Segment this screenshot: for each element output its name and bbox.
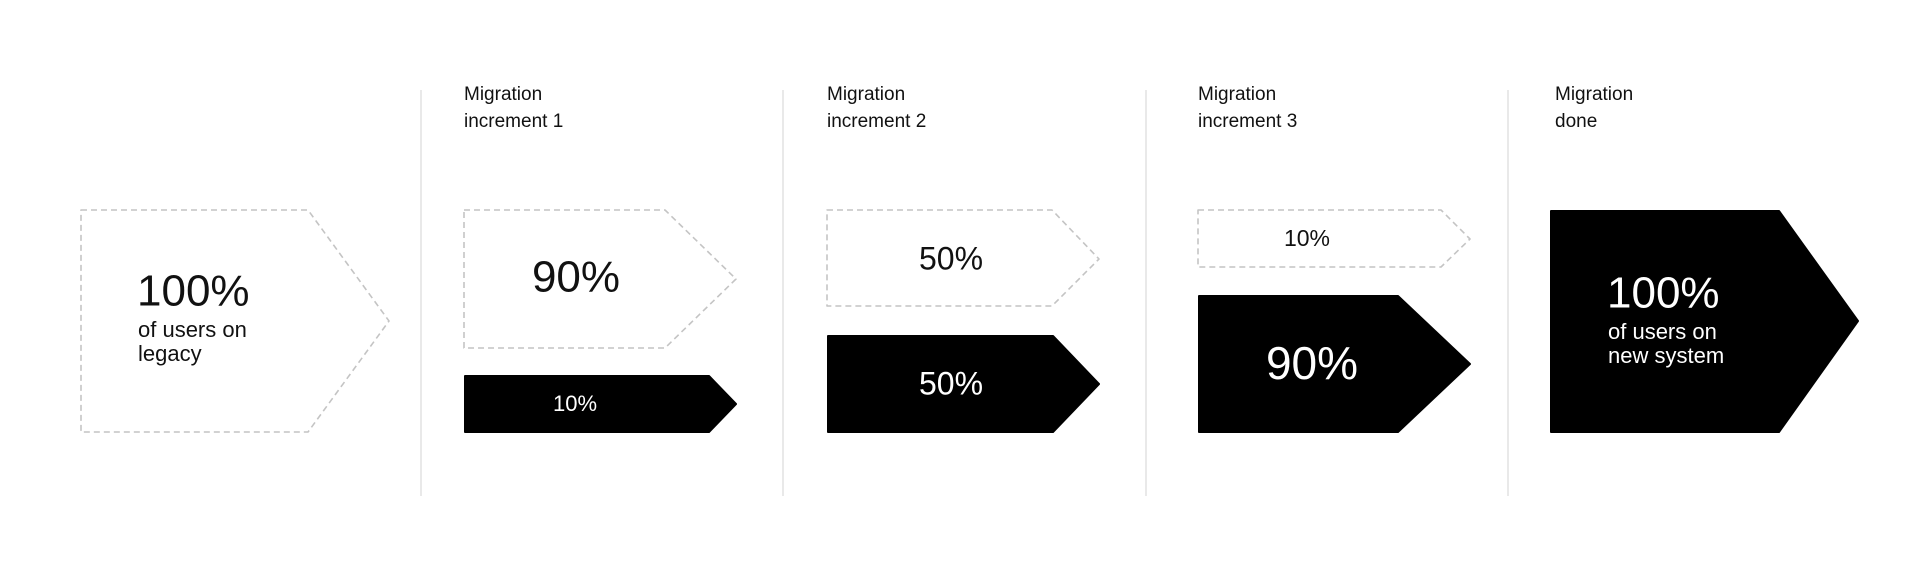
legacy-share: 50%: [919, 240, 983, 276]
stage-header: Migration: [1555, 84, 1633, 105]
stage-header: Migration: [827, 84, 905, 105]
new-arrow: [827, 335, 1100, 433]
legacy-arrow: [463, 209, 737, 349]
new-value: 100%: [1607, 269, 1720, 318]
stage-header: increment 3: [1198, 111, 1297, 132]
new-arrow: [1198, 295, 1471, 433]
new-arrow: [464, 375, 737, 433]
new-share: 90%: [1266, 337, 1358, 389]
legacy-share: 90%: [532, 253, 620, 302]
legacy-value: 100%: [137, 267, 250, 316]
new-share: 10%: [553, 391, 597, 416]
stage-header: increment 2: [827, 111, 926, 132]
stage-header: done: [1555, 111, 1597, 132]
new-caption: new system: [1608, 343, 1724, 368]
legacy-arrow: [1197, 209, 1471, 268]
stage-header: increment 1: [464, 111, 563, 132]
new-arrow: [1550, 210, 1859, 433]
legacy-arrow: [826, 209, 1100, 307]
new-share: 50%: [919, 365, 983, 401]
legacy-share: 10%: [1284, 225, 1330, 251]
stage-header: Migration: [464, 84, 542, 105]
legacy-caption: legacy: [138, 341, 202, 366]
new-caption: of users on: [1608, 319, 1717, 344]
legacy-arrow: [80, 209, 390, 433]
legacy-caption: of users on: [138, 317, 247, 342]
stage-header: Migration: [1198, 84, 1276, 105]
